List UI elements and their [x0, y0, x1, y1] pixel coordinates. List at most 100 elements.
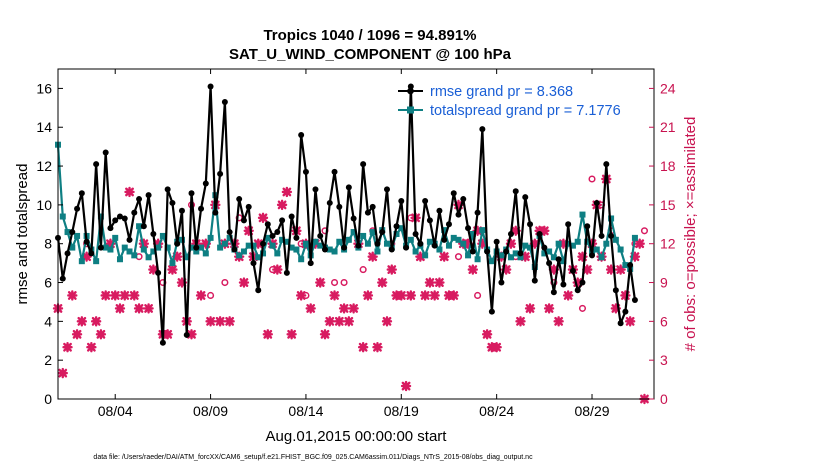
totalspread-point [188, 244, 195, 251]
obs-assimilated-marker [424, 277, 436, 288]
rmse-point [550, 289, 557, 296]
obs-assimilated-marker [315, 277, 326, 288]
x-axis: 08/04 08/09 08/14 08/19 08/24 08/29 [98, 69, 610, 419]
obs-assimilated-marker [634, 238, 645, 249]
obs-possible-marker [588, 175, 596, 183]
totalspread-point [245, 242, 252, 249]
rmse-point [336, 203, 343, 210]
rmse-point [69, 229, 76, 236]
totalspread-point [193, 248, 200, 255]
totalspread-point [226, 234, 233, 241]
totalspread-point [393, 231, 400, 237]
rmse-point [603, 161, 610, 168]
totalspread-point [112, 234, 119, 241]
totalspread-point [479, 227, 486, 234]
obs-possible-marker [302, 291, 310, 300]
obs-assimilated-marker [338, 303, 350, 314]
totalspread-point [240, 248, 247, 255]
series-lines [55, 83, 638, 346]
obs-assimilated-marker [114, 303, 126, 314]
rmse-point [207, 83, 214, 90]
rmse-point [307, 260, 314, 267]
y-tick-label: 8 [44, 236, 52, 252]
totalspread-point [474, 256, 481, 263]
totalspread-point [74, 232, 81, 239]
rmse-point [283, 269, 290, 276]
plot-frame [57, 68, 655, 400]
y-tick-label: 6 [44, 275, 52, 291]
rmse-point [83, 238, 90, 245]
rmse-point [312, 186, 319, 193]
rmse-point [507, 231, 514, 237]
obs-assimilated-marker [90, 316, 102, 327]
rmse-point [445, 221, 452, 228]
totalspread-point [274, 250, 281, 257]
rmse-point [627, 262, 634, 269]
obs-assimilated-marker [415, 251, 426, 262]
obs-assimilated-marker [477, 238, 488, 249]
totalspread-point [107, 246, 114, 253]
rmse-point [455, 211, 462, 218]
rmse-point [531, 277, 538, 284]
obs-possible-marker [269, 266, 277, 274]
obs-assimilated-marker [548, 264, 560, 275]
rmse-point [193, 244, 200, 251]
obs-assimilated-marker [257, 212, 269, 224]
totalspread-point [555, 240, 562, 247]
rmse-point [288, 213, 295, 220]
rmse-point [574, 287, 581, 294]
obs-possible-marker [474, 291, 482, 300]
obs-assimilated-marker [462, 238, 474, 249]
obs-assimilated-marker [405, 290, 417, 301]
totalspread-point [93, 258, 100, 265]
totalspread-point [560, 258, 567, 265]
totalspread-point [422, 252, 429, 259]
rmse-point [398, 198, 405, 204]
obs-assimilated-marker [505, 238, 517, 249]
obs-assimilated-marker [577, 251, 588, 262]
obs-assimilated-marker [329, 290, 340, 301]
obs-possible-marker [483, 330, 491, 338]
obs-assimilated-marker [429, 290, 440, 301]
obs-assimilated-marker [453, 199, 464, 211]
obs-assimilated-marker [243, 225, 254, 236]
totalspread-point [574, 238, 581, 245]
totalspread-point [59, 213, 66, 220]
obs-assimilated-marker [224, 316, 235, 327]
totalspread-point [550, 254, 557, 261]
rmse-point [631, 297, 638, 303]
obs-assimilated-marker [143, 303, 154, 314]
obs-assimilated-marker [343, 316, 355, 327]
rmse-point [88, 250, 95, 257]
obs-possible-marker [207, 291, 215, 300]
obs-assimilated-marker [162, 329, 173, 340]
obs-assimilated-marker [119, 290, 130, 301]
obs-assimilated-marker [381, 316, 393, 327]
obs-assimilated-marker [543, 303, 555, 314]
rmse-point [145, 192, 152, 199]
rmse-point [522, 194, 529, 201]
obs-assimilated-marker [610, 303, 622, 314]
rmse-point [584, 223, 591, 230]
totalspread-point [331, 248, 338, 255]
rmse-point [264, 221, 271, 228]
totalspread-point [445, 242, 452, 249]
totalspread-point [426, 238, 433, 245]
rmse-point [112, 217, 119, 224]
rmse-point [183, 331, 190, 338]
totalspread-point [517, 254, 524, 261]
totalspread-point [283, 238, 290, 245]
chart-subtitle: SAT_U_WIND_COMPONENT @ 100 hPa [229, 46, 512, 63]
rmse-point [622, 308, 629, 315]
rmse-point [317, 232, 324, 239]
rmse-point [555, 256, 562, 263]
rmse-point [298, 132, 305, 138]
totalspread-point [598, 254, 605, 261]
rmse-point [97, 244, 104, 251]
x-tick-label: 08/09 [193, 403, 228, 419]
y-tick-label: 16 [36, 80, 52, 96]
totalspread-point [412, 248, 419, 255]
rmse-point [155, 269, 162, 276]
totalspread-point [288, 244, 295, 251]
rmse-point [498, 279, 505, 286]
